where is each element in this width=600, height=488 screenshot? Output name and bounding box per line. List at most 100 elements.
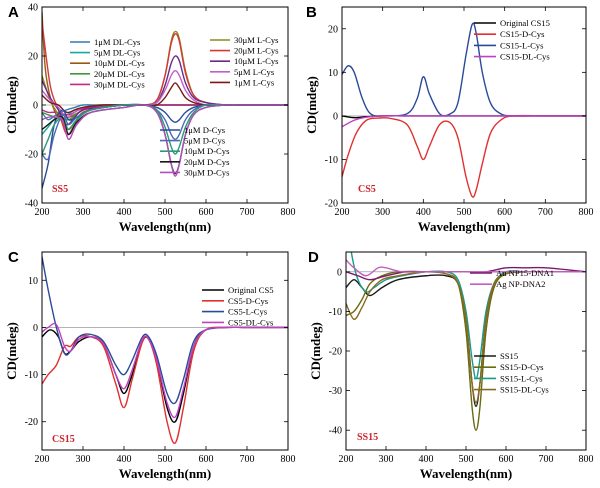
panel-letter-a: A [8,4,19,21]
legend-label-c-1-1: CS15-D-Cys [500,29,545,39]
plot-frame-b [341,6,587,204]
legend-label-d-2-0: SS15 [500,351,518,361]
legend-label-a-3-3: 20μM D-Cys [184,157,230,167]
plot-frame-c [41,251,289,451]
panel-c: 200 300 400 500 600 700 800-20-10010Wavelength… [4,18,550,481]
legend-label-d-2-2: SS15-L-Cys [500,373,543,383]
x-tick-label-b-1: 300 [375,207,390,218]
x-tick-label-d-4: 600 [499,454,514,465]
legend-label-a-3-1: 5μM D-Cys [184,136,226,146]
legend-label-a-1-1: 5μM DL-Cys [94,48,141,58]
series-line-d-3 [346,270,586,404]
y-tick-label-b-1: -10 [325,155,338,166]
y-tick-label-a-0: -40 [25,199,38,210]
y-tick-label-c-0: -20 [25,417,38,428]
legend-label-a-3-2: 10μM D-Cys [184,146,230,156]
legend-label-a-1-3: 20μM DL-Cys [94,69,145,79]
legend-label-c-1-3: CS15-DL-Cys [500,52,550,62]
x-tick-label-d-3: 500 [459,454,474,465]
x-axis-label-d: Wavelength(nm) [420,466,512,481]
x-tick-label-b-0: 200 [335,207,350,218]
y-tick-label-a-4: 40 [28,3,38,14]
x-tick-label-d-6: 800 [579,454,594,465]
x-tick-label-b-4: 600 [497,207,512,218]
x-tick-label-d-0: 200 [339,454,354,465]
x-tick-label-c-0: 200 [35,454,50,465]
y-tick-label-c-1: -10 [25,370,38,381]
x-tick-label-c-1: 300 [76,454,91,465]
panel-d: 200 300 400 500 600 700 800 -40 -30 -20 -10 0 Wavele… [308,249,594,481]
legend-label-a-2-3: 5μM L-Cys [234,67,275,77]
x-tick-label-a-1: 300 [76,207,91,218]
legend-label-a-1-0: 1μM DL-Cys [94,37,141,47]
series-line-c-1 [42,326,288,444]
legend-label-b-1-2: CS5-L-Cys [228,307,268,317]
y-tick-label-c-3: 10 [28,276,38,287]
panel-letter-d: D [308,249,319,266]
series-group-d [346,252,586,431]
y-axis-label-b: CD(mdeg) [304,76,319,134]
x-tick-label-a-0: 200 [35,207,50,218]
sample-tag-d: SS15 [357,432,378,443]
x-tick-label-a-3: 500 [158,207,173,218]
x-tick-label-c-5: 700 [240,454,255,465]
x-tick-label-b-5: 700 [538,207,553,218]
sample-tag-c: CS15 [52,434,75,445]
legend-label-a-2-4: 1μM L-Cys [234,77,275,87]
y-tick-label-b-2: 0 [333,111,338,122]
legend-label-d-2-1: SS15-D-Cys [500,362,544,372]
x-tick-label-c-6: 800 [281,454,296,465]
legend-label-a-3-0: 1μM D-Cys [184,125,226,135]
legend-label-a-2-0: 30μM L-Cys [234,35,279,45]
x-tick-label-c-4: 600 [199,454,214,465]
series-line-a-14 [42,104,288,177]
y-tick-label-d-0: -40 [329,426,342,437]
legend-label-c-1-2: CS15-L-Cys [500,40,544,50]
x-axis-label-b: Wavelength(nm) [418,219,510,234]
x-tick-label-c-3: 500 [158,454,173,465]
y-tick-label-d-2: -20 [329,347,342,358]
x-tick-label-d-5: 700 [539,454,554,465]
x-tick-label-d-1: 300 [379,454,394,465]
y-axis-label-c: CD(mdeg) [4,322,19,380]
legend-label-c-1-0: Original CS15 [500,18,550,28]
legend-label-a-1-4: 30μM DL-Cys [94,79,145,89]
legend-label-b-1-1: CS5-D-Cys [228,296,269,306]
x-tick-label-a-4: 600 [199,207,214,218]
y-tick-label-a-2: 0 [33,101,38,112]
series-line-d-2 [350,252,586,380]
x-tick-label-b-6: 800 [579,207,594,218]
legend-label-b-1-0: Original CS5 [228,285,274,295]
series-group-b [342,22,586,198]
x-tick-label-d-2: 400 [419,454,434,465]
series-line-b-3 [342,115,586,128]
y-tick-label-d-4: 0 [337,267,342,278]
series-line-b-1 [342,114,586,198]
y-axis-label-a: CD(mdeg) [4,76,19,134]
y-tick-label-b-4: 20 [328,24,338,35]
x-axis-label-a: Wavelength(nm) [119,219,211,234]
y-tick-label-b-3: 10 [328,68,338,79]
sample-tag-a: SS5 [52,184,68,195]
x-axis-label-c: Wavelength(nm) [119,466,211,481]
series-group-c [42,256,288,444]
series-line-c-3 [42,322,288,419]
y-tick-label-a-1: -20 [25,150,38,161]
legend-label-a-2-2: 10μM L-Cys [234,56,279,66]
series-line-c-2 [42,256,288,405]
panel-letter-c: C [8,249,19,266]
series-line-a-7 [42,55,288,126]
legend-label-a-2-1: 20μM L-Cys [234,46,279,56]
x-tick-label-a-5: 700 [240,207,255,218]
series-line-d-1 [346,270,586,431]
panel-a: 200 300 400 500 600 700 800 -40 -20 0 20 40 Waveleng… [4,3,296,235]
sample-tag-b: CS5 [358,184,376,195]
y-tick-label-a-3: 20 [28,52,38,63]
y-tick-label-d-3: -10 [329,307,342,318]
legend-label-d-1-1: Ag NP-DNA2 [496,279,545,289]
legend-label-a-1-2: 10μM DL-Cys [94,58,145,68]
panel-b: 200 300 400 500 600 700 800 -20 -10 0 10 20 Waveleng… [202,4,594,327]
legend-label-d-2-3: SS15-DL-Cys [500,385,549,395]
y-axis-label-d: CD(mdeg) [308,322,323,380]
